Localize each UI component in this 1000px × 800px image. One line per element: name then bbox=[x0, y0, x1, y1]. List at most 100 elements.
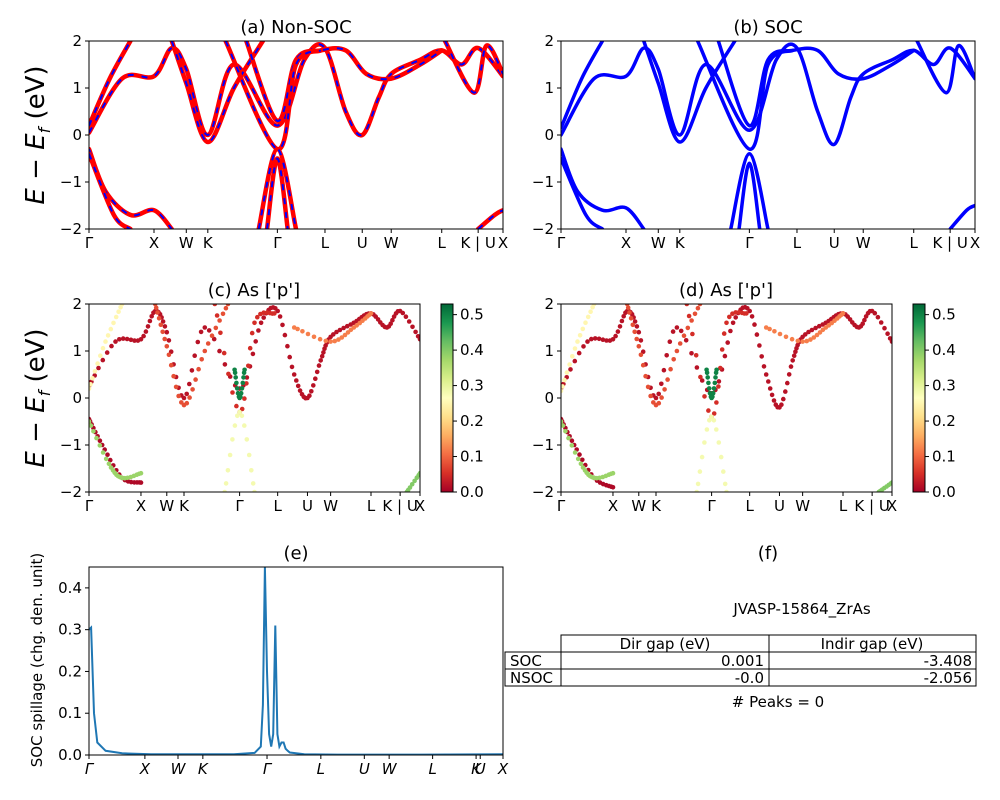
projection-point bbox=[690, 331, 695, 337]
projection-point bbox=[97, 438, 103, 444]
kpath-label: X bbox=[621, 234, 631, 252]
projection-point bbox=[225, 304, 231, 307]
projection-point bbox=[212, 304, 218, 307]
projection-point bbox=[223, 481, 229, 486]
projection-point bbox=[332, 338, 338, 344]
projection-point bbox=[674, 325, 680, 330]
projection-point bbox=[233, 375, 238, 380]
projection-point bbox=[193, 377, 198, 382]
projection-point bbox=[706, 380, 711, 386]
kpath-label: Γ bbox=[273, 234, 282, 252]
kpath-label: X bbox=[608, 497, 618, 515]
projection-point bbox=[91, 429, 96, 434]
panel-b-title: (b) SOC bbox=[733, 17, 802, 38]
projection-point bbox=[218, 330, 223, 336]
projection-point bbox=[314, 369, 320, 375]
projection-point bbox=[249, 330, 255, 336]
kpath-label: W bbox=[856, 234, 871, 252]
projection-point bbox=[786, 372, 792, 377]
projection-point bbox=[214, 313, 220, 318]
projection-point bbox=[668, 366, 673, 372]
kpath-label: K bbox=[675, 234, 686, 252]
projection-point bbox=[342, 332, 348, 338]
projection-point bbox=[711, 411, 717, 416]
projection-point bbox=[319, 353, 325, 359]
kpath-label: W bbox=[795, 497, 810, 515]
kpath-label: X bbox=[970, 234, 980, 252]
projection-point bbox=[653, 395, 659, 401]
projection-point bbox=[628, 316, 634, 321]
projection-point bbox=[321, 350, 326, 355]
projection-point bbox=[153, 305, 159, 311]
table-cell-value: -0.0 bbox=[735, 669, 764, 687]
projection-point bbox=[694, 365, 700, 370]
projection-point bbox=[808, 337, 813, 342]
projection-point bbox=[249, 468, 254, 473]
projection-point bbox=[109, 343, 114, 349]
kpath-label: U bbox=[774, 497, 785, 515]
panel-f-gap-table: (f) JVASP-15864_ZrAs Dir gap (eV) Indir … bbox=[504, 543, 977, 711]
projection-point bbox=[407, 485, 413, 490]
y-tick-label: −1 bbox=[60, 173, 82, 191]
projection-point bbox=[198, 329, 204, 335]
y-tick-label: 0.1 bbox=[58, 704, 82, 722]
table-cell-value: -3.408 bbox=[924, 652, 972, 670]
projection-point bbox=[725, 340, 730, 345]
projection-point bbox=[693, 353, 699, 358]
projection-point bbox=[181, 395, 187, 401]
projection-point bbox=[287, 354, 293, 360]
projection-point bbox=[89, 386, 92, 391]
projection-point bbox=[235, 413, 240, 419]
projection-point bbox=[261, 310, 267, 316]
projection-point bbox=[640, 362, 646, 368]
projection-point bbox=[706, 386, 712, 391]
colorbar-tick-label: 0.1 bbox=[932, 448, 956, 466]
colorbar bbox=[440, 303, 454, 493]
projection-point bbox=[90, 376, 95, 381]
projection-point bbox=[566, 435, 571, 441]
projection-point bbox=[681, 333, 687, 339]
kpath-label: W bbox=[651, 234, 666, 252]
y-tick-label: 0 bbox=[544, 389, 554, 407]
projection-point bbox=[645, 384, 651, 390]
projection-point bbox=[98, 353, 103, 359]
kpath-label: L bbox=[317, 760, 325, 778]
projection-point bbox=[771, 398, 777, 403]
projection-point bbox=[561, 419, 564, 424]
kpath-label: Γ bbox=[85, 760, 95, 778]
projection-point bbox=[707, 418, 712, 423]
projection-point bbox=[664, 353, 669, 358]
projection-point bbox=[588, 309, 593, 315]
projection-point bbox=[699, 378, 705, 383]
projection-point bbox=[677, 341, 683, 346]
projection-point bbox=[583, 320, 588, 326]
kpath-label: Γ bbox=[745, 234, 754, 252]
colorbar-tick-label: 0.3 bbox=[460, 377, 484, 395]
plot-area bbox=[89, 304, 420, 492]
projection-point bbox=[754, 332, 760, 337]
projection-point bbox=[331, 332, 336, 337]
kpath-label: K bbox=[471, 760, 482, 778]
y-tick-label: −1 bbox=[532, 173, 554, 191]
band-line-nonsoc bbox=[89, 151, 133, 229]
projection-point bbox=[234, 380, 239, 386]
projection-point bbox=[336, 337, 341, 342]
projection-point bbox=[716, 379, 722, 384]
projection-point bbox=[718, 365, 723, 371]
projection-point bbox=[689, 318, 694, 323]
projection-point bbox=[711, 418, 717, 423]
projection-point bbox=[222, 362, 228, 367]
projection-point bbox=[105, 452, 110, 458]
projection-point bbox=[187, 395, 192, 400]
projection-point bbox=[761, 364, 767, 369]
projection-point bbox=[882, 325, 887, 331]
band-line-soc-overlay bbox=[89, 153, 132, 229]
projection-point bbox=[100, 345, 106, 351]
y-tick-label: −1 bbox=[532, 436, 554, 454]
projection-point bbox=[173, 384, 179, 390]
colorbar-tick-label: 0.0 bbox=[932, 483, 956, 501]
projection-point bbox=[289, 364, 295, 370]
projection-point bbox=[665, 377, 670, 382]
kpath-label: L bbox=[273, 497, 282, 515]
